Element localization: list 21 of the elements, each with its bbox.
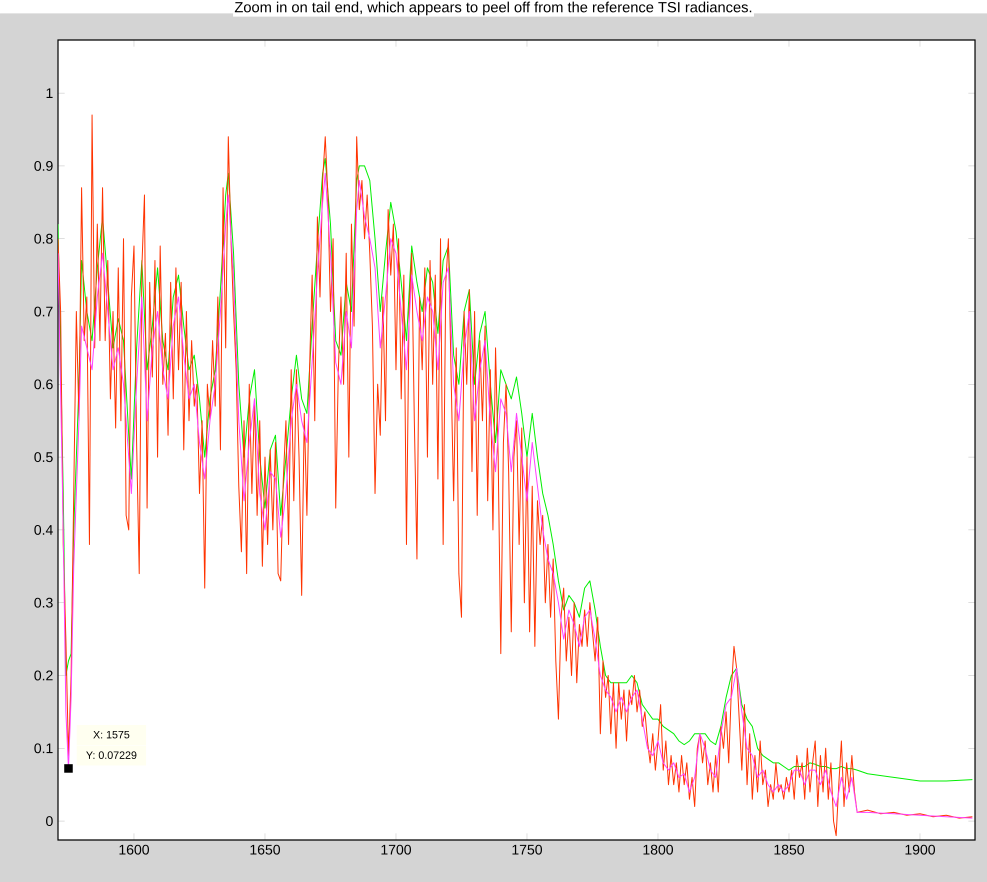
x-tick-label: 1700 (381, 844, 411, 855)
chart-title: Zoom in on tail end, which appears to peel off from the reference TSI radiances. (234, 2, 752, 16)
y-tick-label: 0.7 (34, 306, 53, 316)
y-tick-label: 0.9 (34, 160, 53, 171)
y-tick-label: 0.1 (34, 743, 53, 754)
y-tick-label: 0 (46, 816, 53, 826)
annotation: X: 1575 (93, 730, 130, 738)
y-tick-label: 0.5 (34, 452, 53, 462)
x-tick-label: 1900 (905, 844, 936, 855)
annotation: Y: 0.07229 (86, 751, 136, 759)
x-tick-label: 1650 (250, 844, 280, 855)
y-tick-label: 0.4 (34, 524, 53, 535)
y-tick-label: 0.6 (34, 379, 53, 390)
x-tick-label: 1850 (774, 844, 804, 855)
y-tick-label: 0.8 (34, 234, 53, 244)
x-tick-label: 1800 (643, 844, 674, 855)
y-tick-label: 0.3 (34, 598, 53, 608)
x-tick-label: 1600 (119, 844, 149, 855)
y-tick-label: 0.2 (34, 670, 53, 680)
x-tick-label: 1750 (512, 844, 542, 855)
y-tick-label: 1 (46, 88, 53, 98)
